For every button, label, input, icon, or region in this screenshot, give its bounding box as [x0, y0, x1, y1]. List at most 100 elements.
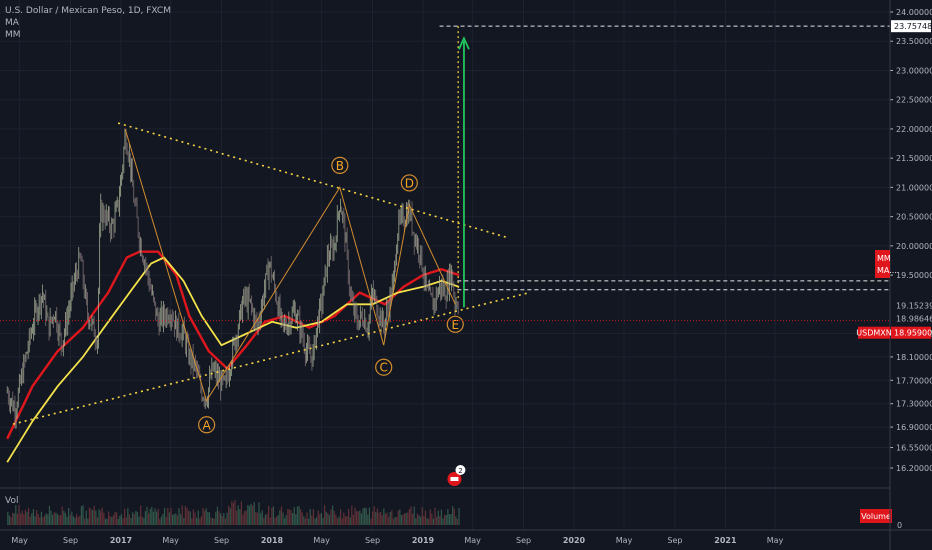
x-tick-label: May: [464, 536, 481, 545]
volume-bar: [20, 513, 22, 525]
volume-bar: [47, 514, 49, 525]
volume-bar: [218, 511, 220, 525]
volume-bar: [31, 513, 33, 525]
volume-bar: [282, 512, 284, 525]
volume-bar: [292, 513, 294, 525]
y-tick-label: 20.00000: [896, 242, 932, 251]
volume-bar: [242, 514, 244, 525]
volume-bar: [376, 508, 379, 525]
volume-bar: [309, 509, 311, 525]
volume-bar: [394, 516, 396, 525]
y-tick-label: 23.50000: [896, 37, 932, 46]
volume-bar: [213, 518, 215, 525]
volume-bar: [336, 518, 339, 525]
volume-bar: [207, 512, 209, 525]
volume-bar: [175, 513, 177, 525]
volume-bar: [280, 506, 283, 525]
volume-bar: [165, 516, 167, 525]
volume-bar: [407, 512, 409, 525]
pattern-drawings[interactable]: A B C D E 2: [0, 25, 890, 486]
y-tick-label: 16.90000: [896, 423, 932, 432]
volume-bar: [306, 512, 308, 525]
volume-bar: [138, 516, 140, 525]
volume-bar: [365, 508, 367, 525]
volume-bar: [396, 517, 398, 525]
mm-tag-label: MM: [877, 254, 891, 263]
volume-bar: [338, 516, 340, 525]
pattern-point-e-label: E: [451, 318, 459, 332]
x-tick-label: Sep: [214, 536, 229, 545]
volume-bar: [173, 514, 175, 525]
volume-bar: [272, 506, 275, 525]
volume-bar: [391, 510, 393, 525]
volume-bar: [456, 518, 459, 525]
volume-bar: [189, 511, 191, 525]
volume-bar: [34, 516, 36, 525]
volume-bar: [301, 512, 303, 525]
volume-bar: [109, 516, 111, 525]
chart-legend[interactable]: U.S. Dollar / Mexican Peso, 1D, FXCM MA …: [5, 5, 171, 41]
pattern-point-d-label: D: [405, 176, 414, 190]
volume-bar: [221, 515, 223, 525]
y-tick-label: 17.30000: [896, 400, 932, 409]
volume-bar: [388, 516, 390, 525]
volume-bar: [124, 508, 126, 525]
price-axis[interactable]: 24.00000 23.50000 23.00000 22.50000 22.00000…: [856, 0, 932, 550]
volume-bar: [364, 507, 366, 525]
volume-bar: [293, 506, 295, 525]
legend-mm[interactable]: MM: [5, 30, 21, 40]
volume-bar: [32, 509, 35, 525]
volume-bar: [440, 509, 443, 525]
volume-bar: [290, 509, 292, 525]
volume-bar: [61, 506, 63, 525]
volume-bar: [442, 518, 444, 525]
time-axis[interactable]: May Sep 2017 May Sep 2018 May Sep 2019 May Sep 2020…: [0, 529, 932, 545]
volume-bar: [66, 516, 68, 525]
volume-legend[interactable]: Vol: [5, 496, 19, 506]
volume-bar: [168, 512, 171, 525]
volume-bar: [141, 516, 143, 525]
volume-bar: [234, 499, 236, 525]
volume-bar: [268, 505, 270, 525]
volume-bar: [100, 510, 102, 525]
volume-bar: [432, 518, 435, 525]
pattern-point-b-label: B: [336, 159, 344, 173]
volume-bar: [200, 516, 203, 525]
volume-bar: [378, 512, 380, 525]
volume-bar: [127, 508, 129, 525]
volume-bar: [252, 505, 254, 525]
volume-bar: [284, 518, 286, 525]
volume-bar: [71, 511, 73, 525]
volume-bar: [266, 513, 268, 525]
volume-bar: [13, 513, 15, 525]
volume-bar: [410, 506, 412, 525]
volume-bar: [186, 507, 188, 525]
volume-bar: [119, 515, 121, 525]
legend-ma[interactable]: MA: [5, 18, 19, 28]
volume-bar: [122, 518, 124, 525]
volume-bar: [344, 516, 347, 525]
x-tick-label: May: [767, 536, 784, 545]
volume-bar: [288, 509, 291, 525]
pattern-point-c-label: C: [380, 361, 388, 375]
volume-bar: [431, 513, 433, 525]
volume-bar: [95, 510, 97, 525]
volume-bar: [202, 508, 204, 525]
volume-bar: [356, 511, 358, 525]
volume-bar: [197, 510, 199, 525]
legend-title[interactable]: U.S. Dollar / Mexican Peso, 1D, FXCM: [5, 6, 171, 16]
volume-bar: [269, 517, 271, 525]
volume-bar: [136, 511, 139, 525]
volume-bar: [114, 511, 116, 525]
volume-bar: [397, 510, 399, 525]
volume-bar: [156, 511, 158, 525]
volume-tag-label: Volume: [861, 512, 891, 521]
volume-bar: [256, 512, 259, 525]
volume-bar: [128, 514, 131, 525]
volume-bar: [117, 518, 119, 525]
x-tick-label: 2018: [261, 536, 284, 545]
volume-bar: [215, 511, 217, 525]
ma-tag-label: MA...: [877, 266, 897, 275]
volume-bar: [429, 509, 431, 525]
